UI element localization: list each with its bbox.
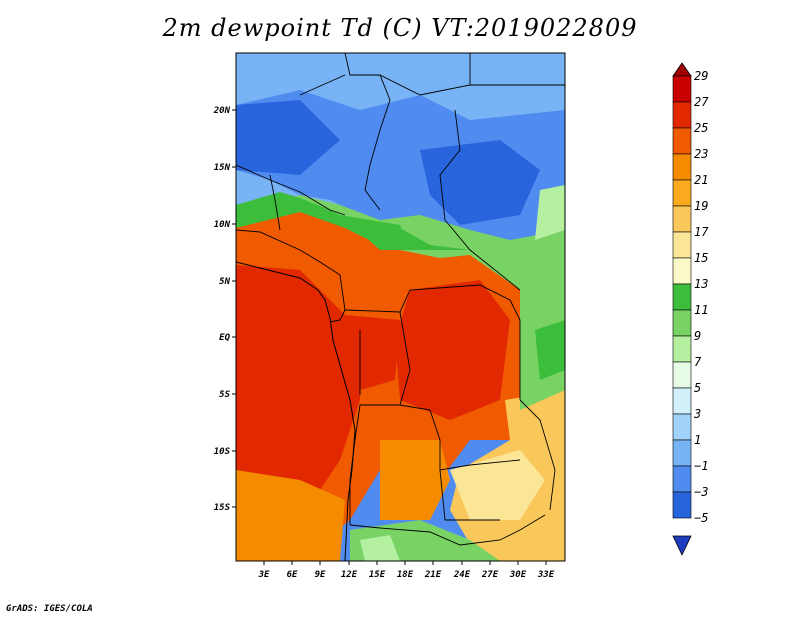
colorbar-label: −5 bbox=[694, 511, 708, 525]
colorbar-segment bbox=[672, 127, 692, 155]
colorbar-segment bbox=[672, 361, 692, 389]
lat-label: 10N bbox=[214, 220, 231, 230]
colorbar-segment bbox=[672, 257, 692, 285]
colorbar-segment bbox=[672, 179, 692, 207]
lat-label: 5N bbox=[219, 277, 230, 287]
colorbar-segment bbox=[672, 335, 692, 363]
colorbar-segment bbox=[672, 231, 692, 259]
map-frame bbox=[235, 52, 566, 562]
axis-ticks bbox=[232, 109, 547, 565]
colorbar-label: 7 bbox=[694, 355, 702, 369]
colorbar-label: 19 bbox=[694, 199, 708, 213]
colorbar-label: 27 bbox=[694, 95, 709, 109]
lon-label: 9E bbox=[315, 570, 326, 580]
colorbar-segment bbox=[672, 491, 692, 519]
lon-label: 30E bbox=[509, 570, 527, 580]
colorbar-segment bbox=[672, 465, 692, 493]
lat-label: 10S bbox=[214, 447, 231, 457]
colorbar-label: 3 bbox=[693, 407, 701, 421]
colorbar bbox=[672, 62, 692, 556]
colorbar-label: 1 bbox=[694, 433, 701, 447]
colorbar-label: 15 bbox=[694, 251, 708, 265]
colorbar-bottom-arrow bbox=[672, 535, 692, 556]
lat-label: 15S bbox=[214, 503, 231, 513]
map-title: 2m dewpoint Td (C) VT:2019022809 bbox=[162, 14, 638, 42]
lon-label: 18E bbox=[397, 570, 414, 580]
colorbar-segment bbox=[672, 309, 692, 337]
colorbar-label: 21 bbox=[694, 173, 708, 187]
colorbar-label: 17 bbox=[694, 225, 709, 239]
coastline bbox=[235, 261, 356, 562]
lon-label: 3E bbox=[258, 570, 270, 580]
colorbar-label: 11 bbox=[694, 303, 708, 317]
lat-label: 20N bbox=[213, 106, 231, 116]
lat-label: 15N bbox=[214, 163, 231, 173]
colorbar-segment bbox=[672, 205, 692, 233]
colorbar-segment bbox=[672, 101, 692, 129]
lon-label: 24E bbox=[453, 570, 471, 580]
lon-label: 27E bbox=[481, 570, 499, 580]
colorbar-label: 29 bbox=[694, 69, 708, 83]
dewpoint-field bbox=[236, 53, 565, 561]
colorbar-label: 23 bbox=[694, 147, 708, 161]
lat-label: 5S bbox=[219, 390, 230, 400]
colorbar-label: 9 bbox=[694, 329, 701, 343]
country-borders bbox=[236, 53, 565, 546]
lon-label: 21E bbox=[424, 570, 442, 580]
colorbar-segment bbox=[672, 387, 692, 415]
lat-label: EQ bbox=[219, 333, 230, 343]
grads-credit: GrADS: IGES/COLA bbox=[6, 604, 93, 614]
colorbar-label: 5 bbox=[694, 381, 701, 395]
colorbar-segment bbox=[672, 75, 692, 103]
colorbar-label: 25 bbox=[694, 121, 708, 135]
lon-label: 6E bbox=[287, 570, 298, 580]
lon-label: 15E bbox=[369, 570, 386, 580]
colorbar-label: 13 bbox=[694, 277, 708, 291]
colorbar-segment bbox=[672, 413, 692, 441]
colorbar-segment bbox=[672, 153, 692, 181]
lon-label: 33E bbox=[537, 570, 555, 580]
colorbar-label: −1 bbox=[694, 459, 708, 473]
colorbar-segment bbox=[672, 439, 692, 467]
colorbar-segment bbox=[672, 283, 692, 311]
colorbar-label: −3 bbox=[694, 485, 708, 499]
colorbar-top-arrow bbox=[672, 62, 692, 77]
lon-label: 12E bbox=[341, 570, 358, 580]
